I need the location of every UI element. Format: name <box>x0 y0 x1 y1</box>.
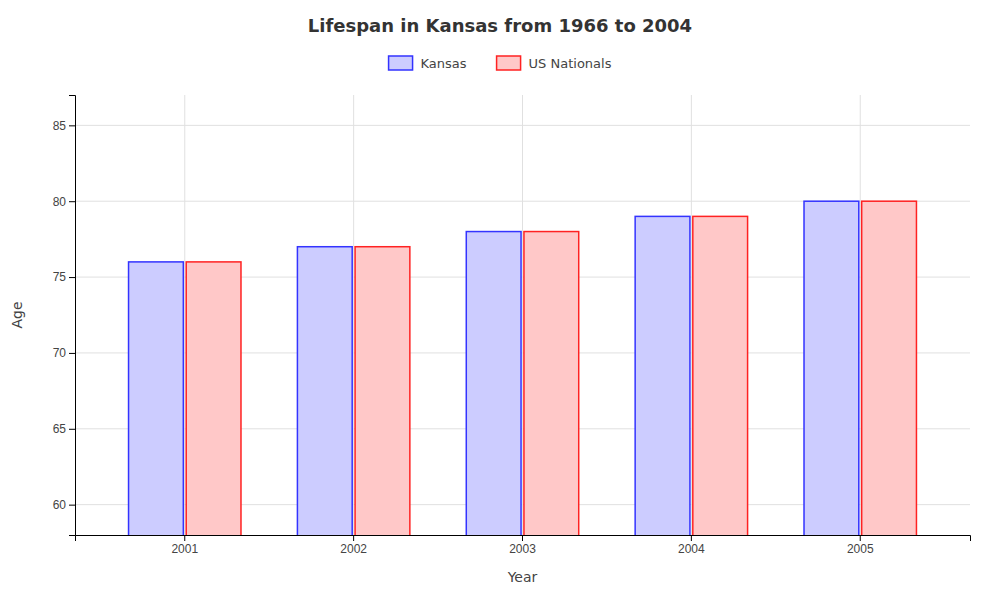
x-tick-label: 2004 <box>678 542 705 556</box>
y-tick-mark <box>69 353 75 354</box>
y-axis-title: Age <box>9 301 25 328</box>
x-tick-label: 2001 <box>171 542 198 556</box>
grid-line-x <box>184 95 185 535</box>
x-tick-mark <box>353 535 354 541</box>
bar <box>466 232 521 535</box>
plot: 2001 2002 2003 2004 2005 60 65 70 75 80 85 <box>53 95 971 600</box>
legend-swatch <box>389 56 413 70</box>
title: Lifespan in Kansas from 1966 to 2004 <box>308 15 692 36</box>
x-tick: 2002 <box>340 535 367 556</box>
y-tick: 80 <box>53 195 75 209</box>
y-tick-label: 70 <box>53 346 67 360</box>
y-tick-label: 85 <box>53 119 67 133</box>
x-tick-label: 2003 <box>509 542 536 556</box>
grid-line-x <box>691 95 692 535</box>
bar <box>297 247 352 535</box>
bar-series <box>129 201 859 535</box>
y-tick-mark <box>69 277 75 278</box>
y-tick-label: 65 <box>53 422 67 436</box>
y-tick: 75 <box>53 270 75 284</box>
x-tick-label: 2002 <box>340 542 367 556</box>
grid-line-x <box>522 95 523 535</box>
x-tick: 2005 <box>847 535 874 556</box>
y-tick: 85 <box>53 119 75 133</box>
legend: Kansas US Nationals <box>389 56 612 71</box>
x-tick: 2003 <box>509 535 536 556</box>
chart: 2001 2002 2003 2004 2005 60 65 70 75 80 85 Year Age L… <box>0 0 1000 600</box>
legend-label: Kansas <box>421 56 467 71</box>
x-tick: 2004 <box>678 535 705 556</box>
y-tick-label: 80 <box>53 195 67 209</box>
x-axis: 2001 2002 2003 2004 2005 <box>76 535 971 556</box>
legend-item: Kansas <box>389 56 467 71</box>
x-tick: 2001 <box>171 535 198 556</box>
bar <box>862 201 917 535</box>
x-tick-mark <box>691 535 692 541</box>
x-axis-title: Year <box>507 569 538 585</box>
y-tick-mark <box>69 429 75 430</box>
bar <box>186 262 241 535</box>
y-tick-mark <box>69 505 75 506</box>
bar <box>524 232 579 535</box>
grid-line-x <box>353 95 354 535</box>
legend-label: US Nationals <box>529 56 612 71</box>
legend-swatch <box>497 56 521 70</box>
bar <box>693 216 748 535</box>
bar <box>355 247 410 535</box>
y-axis: 60 65 70 75 80 85 <box>53 96 76 536</box>
y-tick-label: 60 <box>53 498 67 512</box>
x-tick-mark <box>860 535 861 541</box>
y-tick-mark <box>69 201 75 202</box>
legend-item: US Nationals <box>497 56 612 71</box>
x-tick-mark <box>184 535 185 541</box>
bar <box>804 201 859 535</box>
grid-line-x <box>860 95 861 535</box>
y-tick-mark <box>69 125 75 126</box>
x-tick-mark <box>522 535 523 541</box>
bar-series <box>186 201 916 535</box>
x-tick-label: 2005 <box>847 542 874 556</box>
bars <box>129 201 917 535</box>
x-axis-line <box>76 536 971 542</box>
y-tick-label: 75 <box>53 270 67 284</box>
y-axis-line <box>69 96 76 536</box>
y-tick: 60 <box>53 498 75 512</box>
bar <box>129 262 184 535</box>
y-tick: 65 <box>53 422 75 436</box>
bar <box>635 216 690 535</box>
y-tick: 70 <box>53 346 75 360</box>
